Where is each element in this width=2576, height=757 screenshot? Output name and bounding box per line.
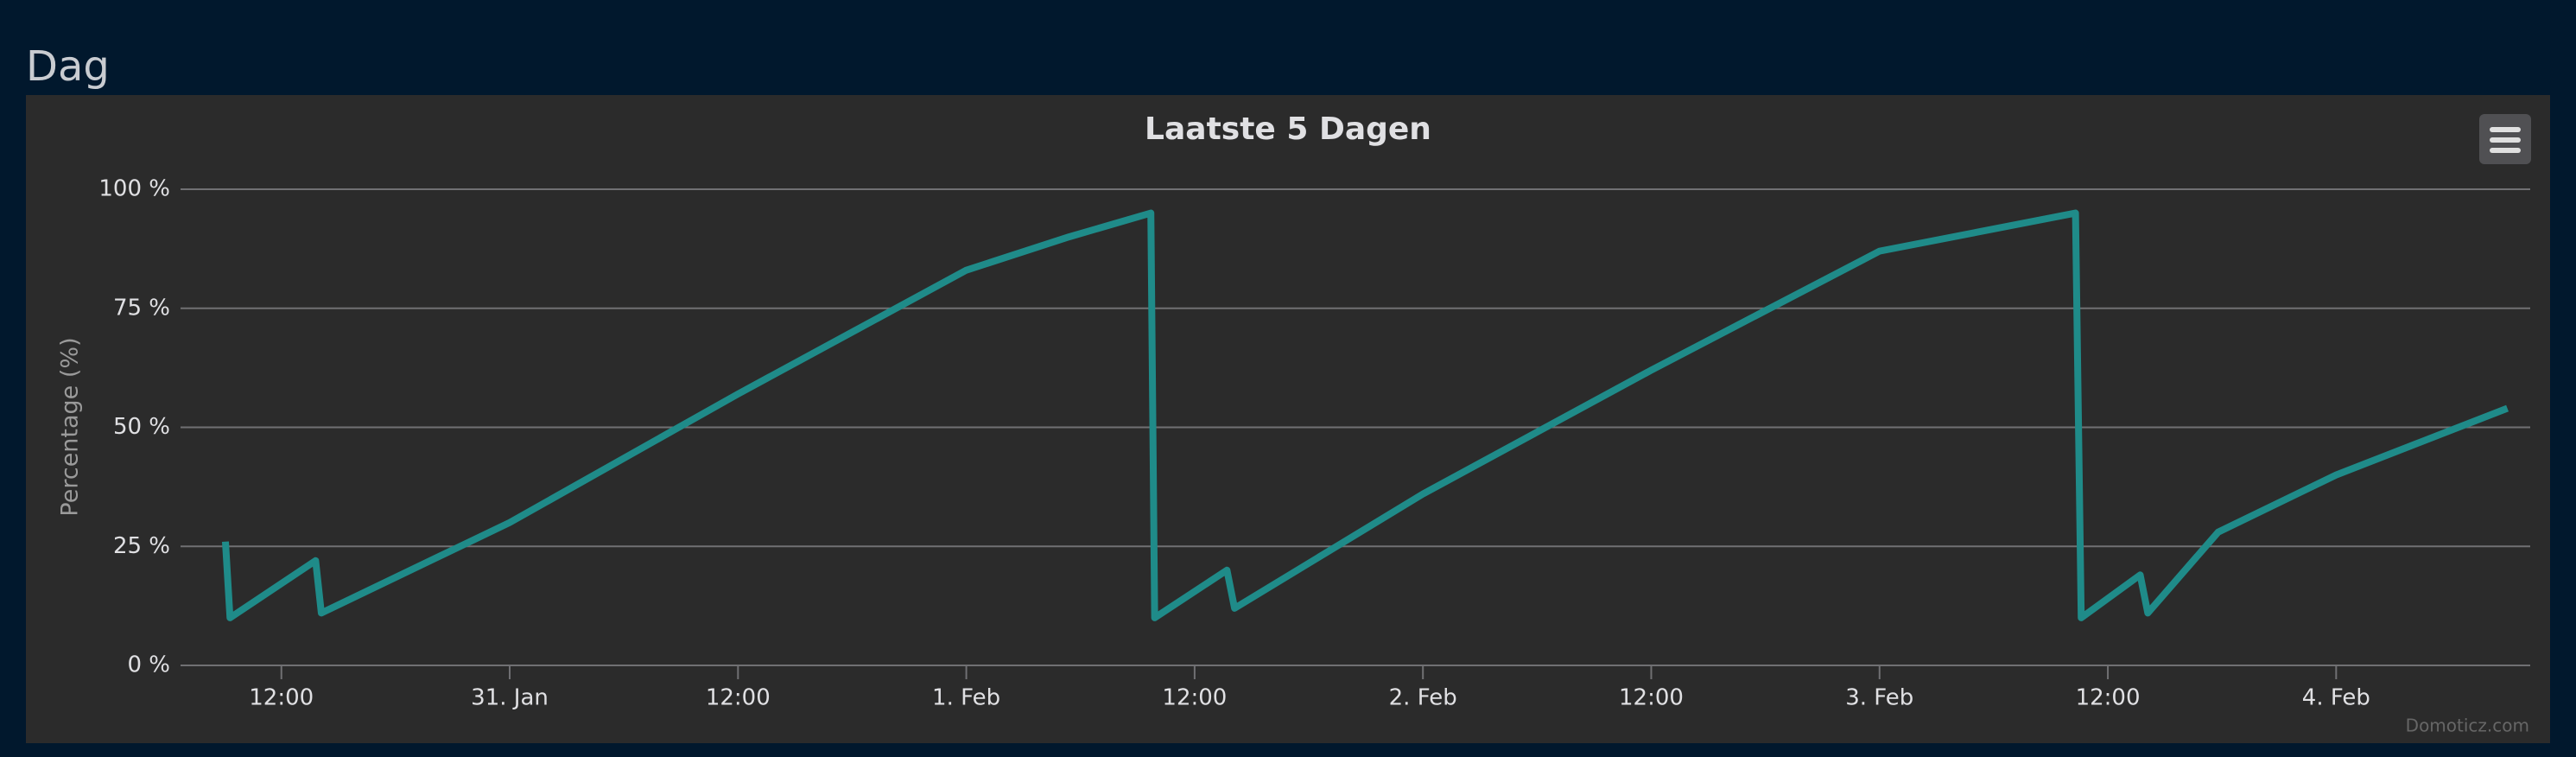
chart-panel [26, 95, 2550, 743]
x-tick-label: 31. Jan [471, 685, 549, 711]
menu-icon-bar [2490, 148, 2521, 153]
x-tick-label: 12:00 [706, 685, 771, 711]
x-tick-label: 12:00 [2076, 685, 2141, 711]
chart-title: Laatste 5 Dagen [1145, 111, 1431, 147]
y-tick-label: 25 % [113, 533, 170, 559]
y-tick-label: 50 % [113, 414, 170, 440]
menu-icon-bar [2490, 127, 2521, 132]
x-tick-label: 12:00 [1619, 685, 1684, 711]
x-tick-label: 2. Feb [1389, 685, 1457, 711]
y-tick-label: 75 % [113, 295, 170, 321]
section-heading: Dag [26, 42, 110, 91]
x-tick-label: 3. Feb [1845, 685, 1913, 711]
y-tick-label: 100 % [98, 176, 170, 202]
credit: Domoticz.com [2406, 716, 2529, 736]
x-tick-label: 12:00 [1162, 685, 1227, 711]
y-axis-label: Percentage (%) [57, 337, 84, 516]
menu-icon-bar [2490, 137, 2521, 143]
menu-button[interactable] [2479, 114, 2531, 164]
x-tick-label: 4. Feb [2302, 685, 2370, 711]
data-line [221, 209, 2509, 621]
x-tick-label: 12:00 [249, 685, 314, 711]
y-tick-label: 0 % [127, 652, 170, 678]
x-tick-label: 1. Feb [932, 685, 1000, 711]
